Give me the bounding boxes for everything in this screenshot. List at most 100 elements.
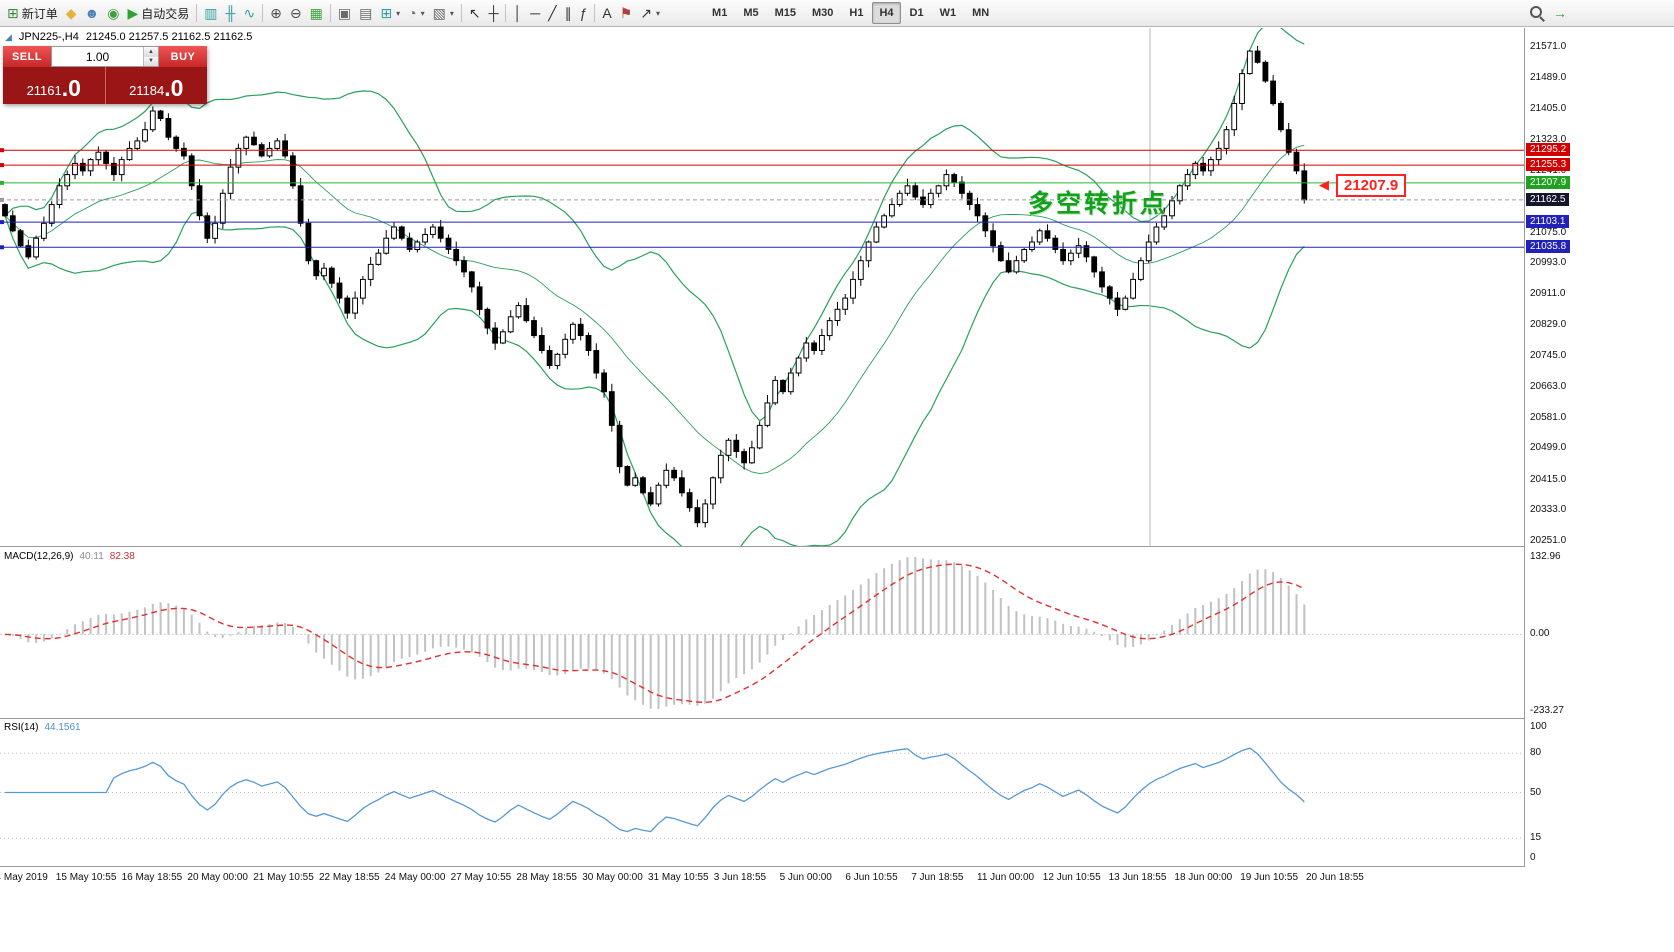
candle-body: [437, 226, 444, 239]
candle-body: [336, 282, 343, 299]
trendline-button[interactable]: ╱: [544, 2, 560, 24]
bar-chart-icon: ▥: [204, 5, 218, 21]
candle-body: [1005, 260, 1012, 273]
candle-body: [1223, 129, 1230, 149]
chart-forward-button[interactable]: →: [1549, 2, 1571, 24]
price-level-left-marker: [0, 180, 4, 185]
sell-price-button[interactable]: 21161 .0: [3, 67, 106, 104]
cascade-windows-icon: ▣: [337, 5, 352, 21]
community-button[interactable]: ☻: [81, 2, 104, 24]
vertical-line-button[interactable]: │: [509, 2, 526, 24]
candle-body: [173, 136, 180, 149]
tile-windows-button[interactable]: ▦: [306, 2, 327, 24]
candlestick-chart-button[interactable]: ╫: [222, 2, 240, 24]
time-axis-label: 7 Jun 18:55: [911, 872, 964, 883]
channel-button[interactable]: ∥: [561, 2, 576, 24]
candle-body: [819, 335, 825, 351]
line-chart-button[interactable]: ∿: [239, 2, 259, 24]
price-level-left-marker: [0, 163, 4, 168]
timeframe-m15-button[interactable]: M15: [774, 7, 797, 19]
lot-size-value[interactable]: 1.00: [85, 49, 110, 64]
candle-body: [679, 477, 685, 494]
templates-button[interactable]: ▧ ▾: [429, 2, 458, 24]
buy-price-pips: .0: [164, 75, 184, 101]
candle-body: [149, 110, 156, 131]
candle-body: [749, 447, 755, 464]
lot-decrease-button[interactable]: ▼: [144, 56, 158, 66]
candle-body: [56, 185, 63, 206]
zoom-out-button[interactable]: ⊖: [286, 2, 306, 24]
candle-body: [1278, 103, 1284, 131]
toolbar-separator: [329, 4, 331, 22]
timeframe-m30-button[interactable]: M30: [812, 7, 834, 19]
lot-increase-button[interactable]: ▲: [144, 47, 158, 57]
cascade-windows-button[interactable]: ▣: [334, 2, 355, 24]
new-order-button[interactable]: ⊞ 新订单: [3, 2, 62, 24]
macd-panel-canvas[interactable]: [0, 547, 1524, 718]
search-button[interactable]: [1525, 2, 1549, 24]
candle-body: [632, 477, 639, 486]
candle-body: [297, 185, 304, 224]
buy-button[interactable]: BUY: [159, 46, 207, 67]
candle-body: [212, 222, 218, 239]
timeframe-mn-button[interactable]: MN: [972, 7, 990, 19]
candle-body: [507, 316, 514, 333]
arrange-windows-button[interactable]: ▤: [355, 2, 376, 24]
timeframe-w1-button[interactable]: W1: [939, 7, 957, 19]
candle-body: [103, 151, 109, 164]
time-axis[interactable]: 14 May 2019 15 May 10:55 16 May 18:55 20 Ma…: [0, 867, 1674, 889]
candle-body: [694, 507, 701, 524]
mql5-services-button[interactable]: ◆: [62, 2, 81, 24]
label-button[interactable]: ⚑: [616, 2, 637, 24]
candle-body: [990, 230, 997, 247]
new-chart-button[interactable]: ⊞ ▾: [376, 2, 404, 24]
candle-body: [733, 439, 740, 452]
time-axis-label: 31 May 10:55: [648, 872, 709, 883]
zoom-in-icon: ⊕: [270, 5, 282, 21]
main-chart-canvas[interactable]: [0, 28, 1524, 546]
timeframe-d1-button[interactable]: D1: [909, 7, 924, 19]
panel-separator[interactable]: [0, 718, 1674, 719]
arrows-button[interactable]: ↗ ▾: [636, 2, 664, 24]
cursor-button[interactable]: ↖: [465, 2, 485, 24]
new-chart-icon: ⊞: [380, 5, 393, 21]
price-tick-label: 20911.0: [1530, 288, 1566, 299]
autotrading-button[interactable]: ▶ 自动交易: [123, 2, 193, 24]
panel-separator[interactable]: [0, 546, 1674, 547]
profiles-button[interactable]: ◔ ▾: [404, 2, 428, 24]
zoom-in-button[interactable]: ⊕: [266, 2, 286, 24]
rsi-panel-canvas[interactable]: [0, 719, 1524, 866]
timeframe-m5-button[interactable]: M5: [743, 7, 759, 19]
lot-size-field[interactable]: 1.00 ▲ ▼: [51, 46, 159, 67]
timeframe-h1-button[interactable]: H1: [849, 7, 864, 19]
timeframe-h4-button[interactable]: H4: [872, 2, 901, 24]
candle-body: [414, 241, 421, 250]
cursor-icon: ↖: [468, 5, 481, 21]
magnifier-glass: [1530, 6, 1542, 18]
toolbar-separator: [196, 4, 198, 22]
candle-body: [500, 331, 506, 344]
sell-button[interactable]: SELL: [3, 46, 51, 67]
rsi-line: [5, 747, 1305, 833]
candle-body: [313, 260, 320, 277]
macd-axis-label: -233.27: [1530, 705, 1564, 716]
news-button[interactable]: ◉: [103, 2, 123, 24]
buy-price-button[interactable]: 21184 .0: [105, 67, 207, 104]
price-tick-label: 21075.0: [1530, 226, 1567, 238]
candle-body: [546, 350, 553, 366]
price-axis[interactable]: 21571.021489.021405.021323.021241.021157…: [1525, 28, 1674, 886]
text-button[interactable]: A: [598, 2, 615, 24]
candle-body: [1083, 245, 1090, 258]
timeframe-m1-button[interactable]: M1: [712, 7, 728, 19]
time-axis-label: 19 Jun 10:55: [1240, 872, 1299, 883]
macd-axis-label: 0.00: [1530, 628, 1550, 640]
candle-body: [1239, 73, 1245, 104]
fibonacci-button[interactable]: ƒ: [576, 2, 592, 24]
candle-body: [181, 147, 187, 157]
horizontal-line-button[interactable]: ─: [526, 2, 544, 24]
rsi-name: RSI(14): [4, 722, 39, 733]
crosshair-button[interactable]: ┼: [485, 2, 503, 24]
bar-chart-button[interactable]: ▥: [200, 2, 221, 24]
time-axis-label: 28 May 18:55: [516, 872, 577, 883]
price-callout: 21207.9: [1336, 174, 1407, 197]
